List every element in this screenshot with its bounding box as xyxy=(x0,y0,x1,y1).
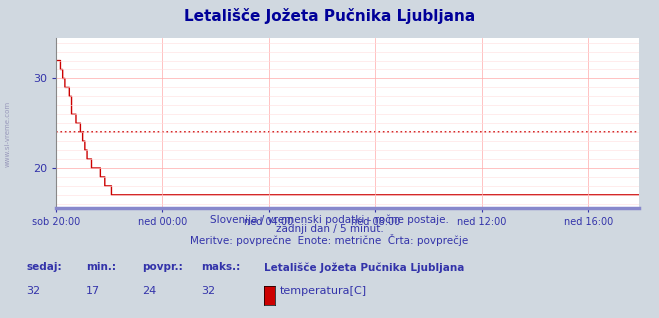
Text: zadnji dan / 5 minut.: zadnji dan / 5 minut. xyxy=(275,224,384,234)
Text: Letališče Jožeta Pučnika Ljubljana: Letališče Jožeta Pučnika Ljubljana xyxy=(264,262,464,273)
Text: temperatura[C]: temperatura[C] xyxy=(280,286,367,296)
Text: www.si-vreme.com: www.si-vreme.com xyxy=(5,100,11,167)
Text: sedaj:: sedaj: xyxy=(26,262,62,272)
Text: maks.:: maks.: xyxy=(201,262,241,272)
Text: min.:: min.: xyxy=(86,262,116,272)
Text: 24: 24 xyxy=(142,286,156,296)
Text: Letališče Jožeta Pučnika Ljubljana: Letališče Jožeta Pučnika Ljubljana xyxy=(184,8,475,24)
Text: 32: 32 xyxy=(26,286,40,296)
Text: povpr.:: povpr.: xyxy=(142,262,183,272)
Text: Meritve: povprečne  Enote: metrične  Črta: povprečje: Meritve: povprečne Enote: metrične Črta:… xyxy=(190,234,469,246)
Text: 17: 17 xyxy=(86,286,100,296)
Text: Slovenija / vremenski podatki - ročne postaje.: Slovenija / vremenski podatki - ročne po… xyxy=(210,215,449,225)
Text: 32: 32 xyxy=(201,286,215,296)
